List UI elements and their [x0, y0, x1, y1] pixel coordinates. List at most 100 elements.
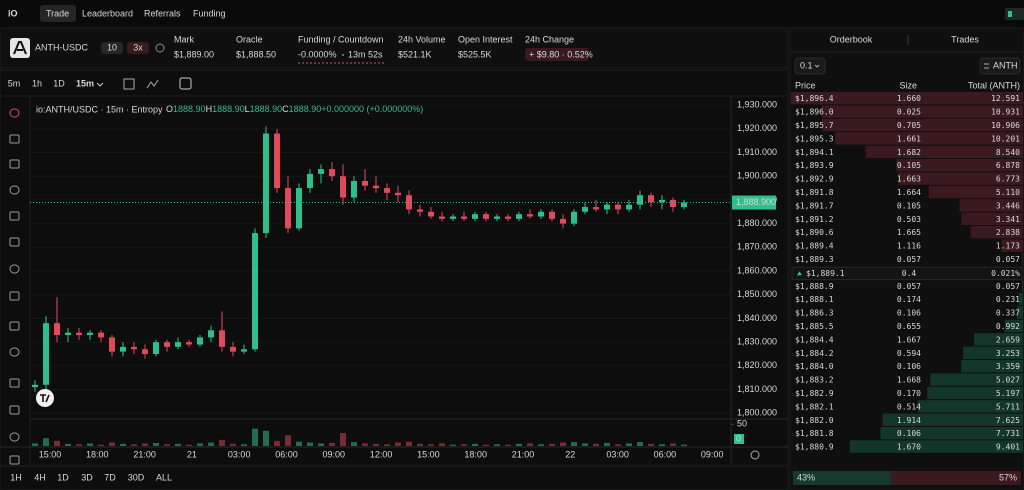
interval-button[interactable]: 5m	[8, 78, 21, 88]
depth-bar	[928, 185, 1023, 199]
nav-tab[interactable]: Referrals	[144, 8, 181, 18]
order-price[interactable]: $1,884.4	[795, 335, 834, 344]
volume-bar	[164, 444, 170, 446]
range-button[interactable]: 4H	[34, 472, 46, 482]
order-price[interactable]: $1,895.7	[795, 121, 834, 130]
drawing-tool[interactable]	[9, 432, 20, 442]
order-price[interactable]: $1,888.1	[795, 295, 834, 304]
drawing-tool[interactable]	[9, 134, 20, 144]
order-price[interactable]: $1,880.9	[795, 443, 834, 452]
legend-change: +0.000000 (+0.000000%)	[321, 104, 423, 114]
badge: 10	[107, 42, 117, 52]
drawing-tool[interactable]	[9, 159, 20, 169]
order-price[interactable]: $1,896.0	[795, 108, 834, 117]
interval-button[interactable]: 15m	[76, 78, 94, 88]
settings-icon[interactable]	[750, 450, 760, 460]
volume-bar	[362, 443, 368, 446]
market-symbol[interactable]: ANTH-USDC	[35, 42, 88, 52]
order-price[interactable]: $1,891.8	[795, 188, 834, 197]
indicator-icon[interactable]	[123, 78, 135, 90]
candle-body	[615, 204, 621, 210]
order-price[interactable]: $1,881.8	[795, 429, 834, 438]
order-price[interactable]: $1,890.6	[795, 228, 834, 237]
order-price[interactable]: $1,891.7	[795, 201, 834, 210]
order-price[interactable]: $1,886.3	[795, 309, 834, 318]
volume-bar	[472, 443, 478, 446]
order-price[interactable]: $1,895.3	[795, 134, 834, 143]
order-price[interactable]: $1,884.0	[795, 362, 834, 371]
volume-bar	[340, 433, 346, 446]
drawing-tool[interactable]	[9, 291, 20, 301]
candle-body	[373, 185, 379, 189]
legend-value: 1888.90	[212, 104, 245, 114]
tv-logo	[36, 389, 54, 407]
spread-row	[791, 266, 1023, 281]
chart-type-icon[interactable]	[146, 79, 159, 89]
range-button[interactable]: 3D	[81, 472, 93, 482]
volume-tag	[734, 434, 744, 444]
drawing-tool[interactable]	[9, 211, 20, 221]
orderbook-tab[interactable]: Orderbook	[830, 34, 873, 44]
range-button[interactable]: 1D	[57, 472, 69, 482]
nav-tab[interactable]: Leaderboard	[82, 8, 133, 18]
drawing-tool[interactable]	[9, 347, 20, 357]
order-price[interactable]: $1,889.3	[795, 255, 834, 264]
order-price[interactable]: $1,882.9	[795, 389, 834, 398]
candle-body	[670, 199, 676, 208]
nav-tab[interactable]: Funding	[193, 8, 226, 18]
drawing-tool[interactable]	[9, 405, 20, 415]
order-price[interactable]: $1,891.2	[795, 215, 834, 224]
range-button[interactable]: 30D	[128, 472, 145, 482]
y-tick-label: 1,800.000	[737, 408, 777, 418]
tick-select[interactable]	[794, 57, 826, 75]
y-tick-label: 1,830.000	[737, 337, 777, 347]
volume-bar	[582, 443, 588, 446]
order-total: 0.337	[996, 309, 1020, 318]
candle-body	[659, 199, 665, 203]
order-size: 1.914	[897, 416, 921, 425]
volume-bar	[648, 443, 654, 446]
drawing-tool[interactable]	[9, 237, 20, 247]
order-price[interactable]: $1,882.1	[795, 402, 834, 411]
spread-size: 0.4	[902, 269, 917, 278]
badge: 3x	[133, 42, 143, 52]
unit-select[interactable]	[979, 57, 1021, 75]
candle-body	[274, 133, 280, 189]
range-button[interactable]: 1H	[10, 472, 22, 482]
orderbook-panel	[789, 27, 1024, 490]
drawing-tool[interactable]	[9, 455, 20, 465]
logo: iO	[8, 8, 18, 18]
fx-icon[interactable]	[179, 77, 192, 90]
range-button[interactable]: 7D	[104, 472, 116, 482]
candle-body	[527, 214, 533, 217]
order-price[interactable]: $1,892.9	[795, 175, 834, 184]
order-price[interactable]: $1,884.2	[795, 349, 834, 358]
order-price[interactable]: $1,888.9	[795, 282, 834, 291]
volume-bar	[263, 430, 269, 446]
tick-chevron	[814, 64, 820, 68]
drawing-tool[interactable]	[9, 108, 20, 118]
drawing-tool[interactable]	[9, 185, 20, 195]
order-price[interactable]: $1,885.5	[795, 322, 834, 331]
drawing-tool[interactable]	[9, 321, 20, 331]
range-button[interactable]: ALL	[156, 472, 172, 482]
drawing-tool[interactable]	[9, 378, 20, 388]
order-price[interactable]: $1,894.1	[795, 148, 834, 157]
order-price[interactable]: $1,889.4	[795, 242, 834, 251]
candle-body	[428, 211, 434, 217]
orderbook-tab[interactable]: Trades	[951, 34, 979, 44]
drawing-tool[interactable]	[9, 264, 20, 274]
volume-bar	[494, 444, 500, 446]
order-size: 1.660	[897, 94, 921, 103]
order-price[interactable]: $1,882.0	[795, 416, 834, 425]
interval-button[interactable]: 1h	[32, 78, 42, 88]
order-price[interactable]: $1,893.9	[795, 161, 834, 170]
nav-tab[interactable]: Trade	[46, 8, 69, 18]
order-price[interactable]: $1,896.4	[795, 94, 834, 103]
order-total: 7.731	[996, 429, 1020, 438]
order-total: 0.992	[996, 322, 1020, 331]
order-price[interactable]: $1,883.2	[795, 376, 834, 385]
order-size: 1.665	[897, 228, 921, 237]
separator-dot	[342, 54, 344, 56]
interval-button[interactable]: 1D	[53, 78, 65, 88]
